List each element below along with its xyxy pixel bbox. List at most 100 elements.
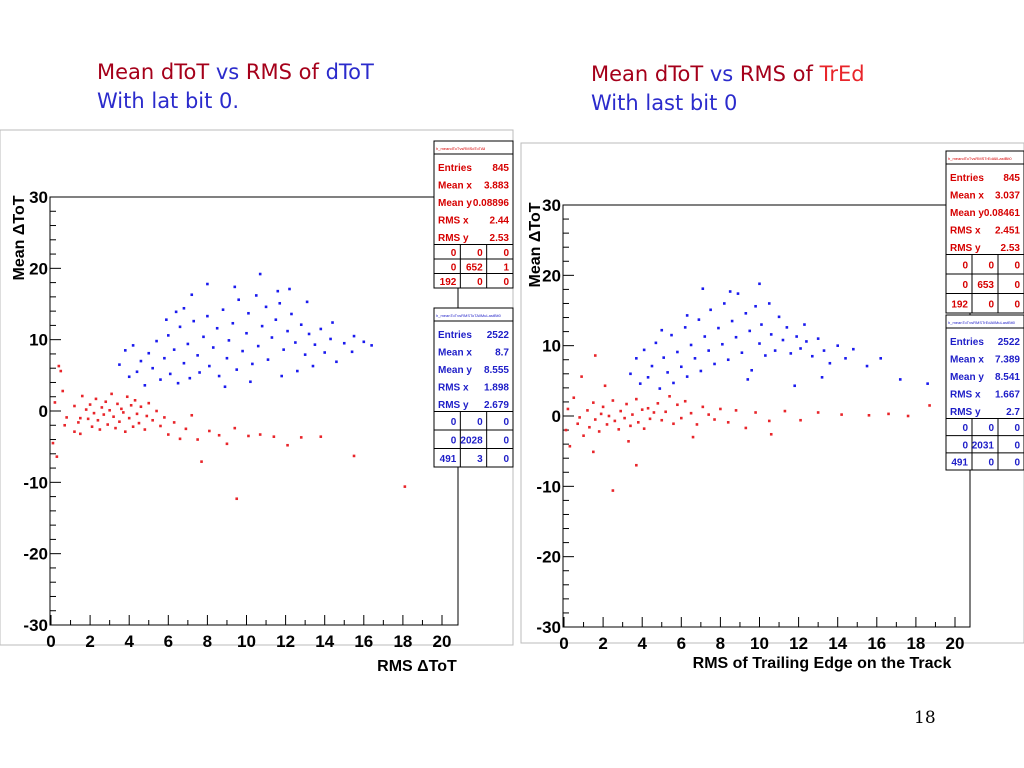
data-point [159, 378, 162, 381]
data-point [769, 333, 773, 336]
data-point [352, 334, 356, 338]
data-point [758, 342, 761, 345]
data-point [167, 334, 170, 337]
stats-value: 2522 [998, 337, 1021, 348]
y-tick-label: 20 [542, 266, 561, 285]
data-point [77, 421, 80, 424]
data-point [789, 352, 793, 355]
data-point [206, 282, 209, 286]
data-point [926, 382, 929, 385]
series-red [564, 354, 931, 492]
x-tick-label: 12 [789, 634, 808, 653]
right-title-part2: vs [709, 62, 734, 86]
data-point [307, 332, 311, 336]
chart-panel-1: 0 2 4 6 8 10 12 14 16 18 20 30 20 10 0 -10 -20 -30 RMS of … [520, 142, 1024, 672]
data-point [278, 301, 282, 305]
stats-label: RMS x [438, 383, 469, 394]
data-point [840, 413, 843, 416]
data-point [135, 370, 139, 374]
data-point [118, 363, 121, 366]
data-point [63, 423, 66, 427]
data-point [685, 375, 689, 378]
right-title-part3: RMS of [739, 62, 813, 86]
data-point [572, 396, 576, 400]
data-point [196, 354, 199, 357]
data-point [695, 423, 699, 426]
data-point [773, 349, 777, 352]
data-point [660, 418, 664, 422]
data-point [810, 354, 814, 358]
stats-value: 845 [492, 163, 509, 174]
data-point [836, 344, 839, 347]
data-point [726, 421, 730, 424]
data-point [719, 407, 722, 411]
data-point [767, 419, 771, 423]
stats-value: 2.451 [995, 226, 1020, 237]
data-point [174, 310, 178, 314]
left-title-line2: With lat bit 0. [97, 89, 240, 113]
data-point [112, 415, 115, 419]
data-point [272, 435, 276, 438]
x-tick-label: 2 [85, 632, 94, 651]
stats-label: RMS y [950, 243, 981, 254]
data-point [658, 387, 662, 390]
stats-label: Entries [950, 337, 984, 348]
data-point [820, 376, 824, 379]
data-point [754, 411, 757, 414]
data-point [188, 376, 192, 380]
data-point [588, 425, 591, 429]
stats-box-title: h_meandToTvsRMSTrEdAllLastBit0 [948, 156, 1012, 161]
stats-label: Entries [438, 330, 472, 341]
stats-label: Mean y [438, 365, 472, 376]
data-point [898, 378, 902, 381]
data-point [635, 397, 638, 401]
x-tick-label: 6 [164, 632, 173, 651]
data-point [186, 342, 190, 346]
data-point [147, 351, 151, 355]
stats-label: Mean x [950, 191, 984, 202]
data-point [613, 419, 617, 423]
stats-value: 2.53 [490, 233, 510, 244]
data-point [84, 408, 88, 411]
stats-label: Entries [438, 163, 472, 174]
data-point [656, 402, 660, 405]
stats-label: RMS x [950, 390, 981, 401]
data-point [617, 428, 621, 431]
stats-box-title: h_meanToTvsRMSToTAllMuLastBit0 [436, 313, 502, 318]
data-point [127, 375, 131, 379]
data-point [693, 357, 697, 360]
data-point [650, 364, 654, 368]
x-tick-label: 12 [276, 632, 295, 651]
data-point [118, 420, 121, 423]
data-point [94, 397, 98, 401]
y-tick-label: -30 [536, 618, 561, 637]
data-point [689, 411, 693, 415]
data-point [323, 351, 326, 354]
stats-cell: 1 [503, 262, 509, 273]
data-point [139, 359, 143, 363]
data-point [286, 329, 289, 333]
data-point [233, 426, 237, 430]
data-point [683, 399, 687, 403]
data-point [828, 361, 832, 365]
data-point [352, 454, 356, 458]
stats-label: Mean x [438, 181, 472, 192]
data-point [256, 344, 260, 348]
data-point [135, 412, 139, 416]
data-point [116, 402, 119, 406]
series-blue [118, 272, 373, 389]
data-point [196, 438, 199, 441]
data-point [200, 460, 203, 463]
data-point [635, 357, 638, 360]
data-point [578, 416, 581, 419]
data-point [311, 364, 315, 368]
data-point [795, 335, 798, 338]
data-point [709, 308, 712, 312]
data-point [646, 376, 650, 379]
y-tick-label: 0 [39, 402, 48, 421]
stats-cell: 0 [1014, 280, 1020, 291]
data-point [79, 432, 82, 436]
data-point [605, 423, 609, 426]
stats-label: RMS x [438, 216, 469, 227]
y-tick-label: -20 [23, 545, 48, 564]
